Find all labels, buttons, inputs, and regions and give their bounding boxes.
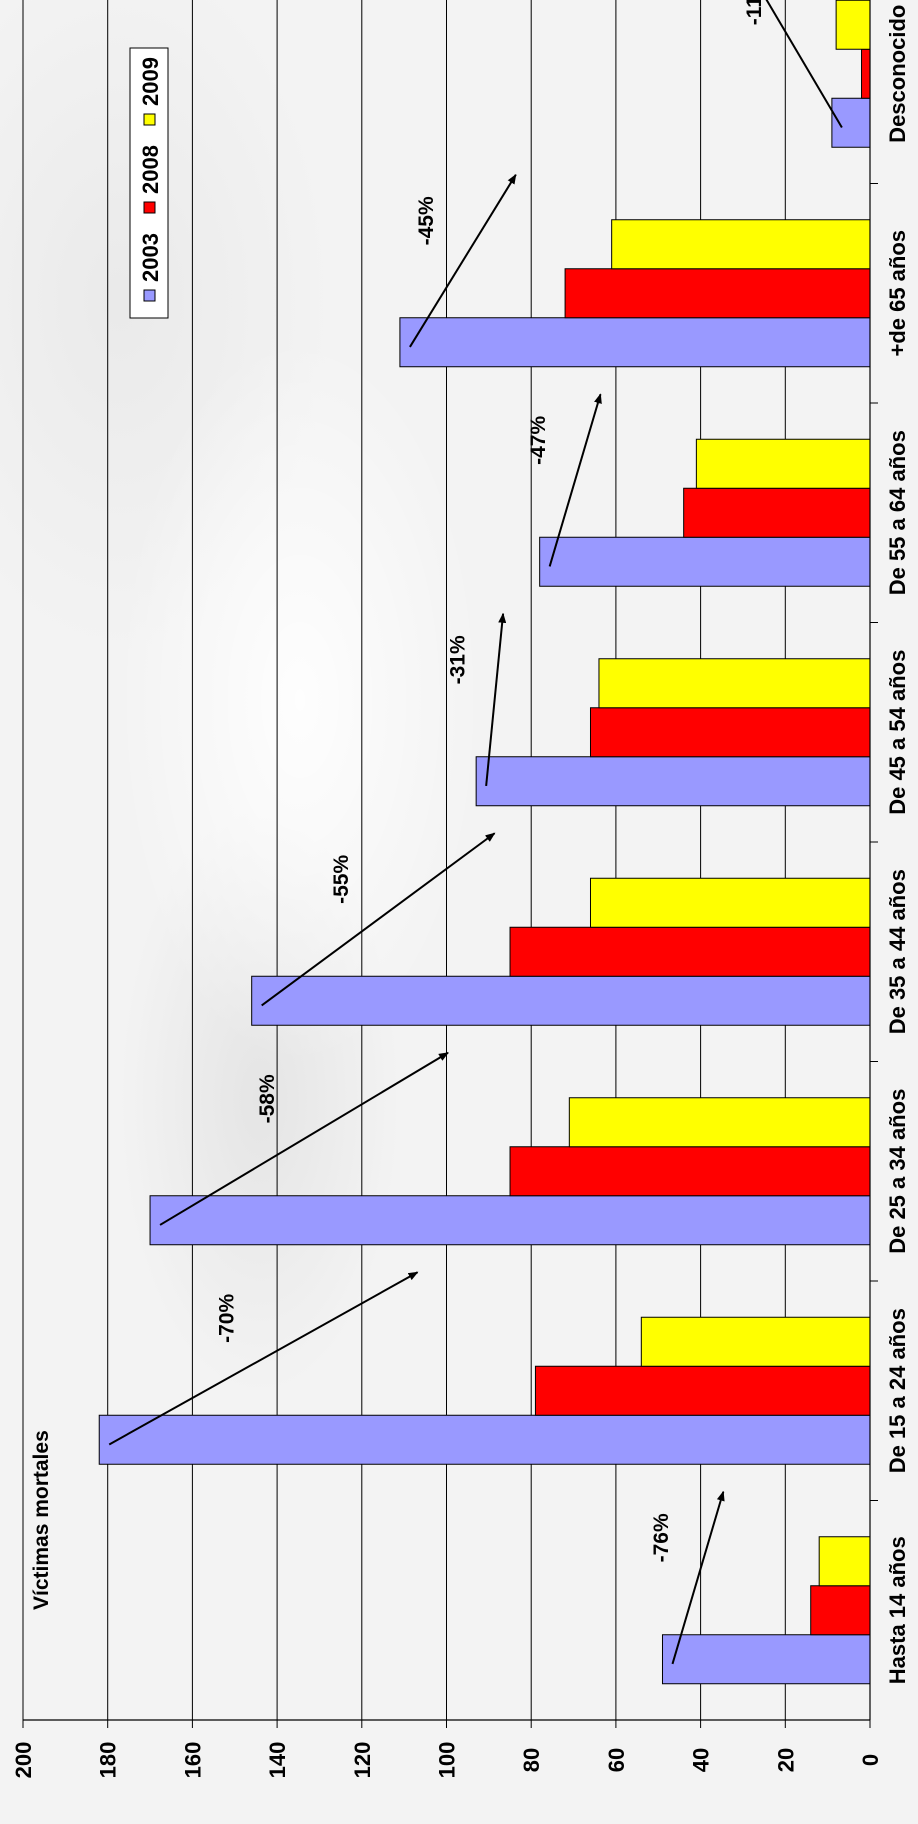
value-tick-label: 140 <box>265 1742 290 1779</box>
bar-2008 <box>589 707 871 758</box>
bar-2008 <box>534 1365 871 1416</box>
value-tick-label: 120 <box>350 1742 375 1779</box>
bar-2008 <box>564 268 871 319</box>
bar-2003 <box>149 1195 871 1246</box>
change-percent-label: -31% <box>447 635 470 684</box>
bar-2003 <box>661 1634 871 1685</box>
bar-2009 <box>835 0 871 50</box>
category-label: Desconocido <box>885 5 910 143</box>
bar-2003 <box>831 97 871 148</box>
bar-2008 <box>509 1146 871 1197</box>
change-percent-label: -70% <box>215 1294 238 1343</box>
category-label: De 25 a 34 años <box>885 1089 910 1254</box>
value-tick-label: 40 <box>689 1748 714 1772</box>
change-percent-label: -47% <box>527 416 550 465</box>
bar-2008 <box>810 1585 871 1636</box>
legend-box <box>129 47 169 319</box>
change-percent-label: -55% <box>330 855 353 904</box>
change-arrow <box>261 832 496 1007</box>
bar-2003 <box>251 975 871 1026</box>
change-arrow <box>108 1271 419 1446</box>
bar-2003 <box>475 756 871 807</box>
change-percent-label: -58% <box>256 1074 279 1123</box>
value-tick-label: 200 <box>11 1742 36 1779</box>
value-tick-label: 100 <box>435 1742 460 1779</box>
legend-label-2009: 2009 <box>138 57 163 106</box>
change-percent-label: -76% <box>650 1513 673 1562</box>
change-percent-label: -11% <box>743 0 766 25</box>
category-label: De 35 a 44 años <box>885 869 910 1034</box>
bar-2003 <box>539 536 871 587</box>
value-tick-label: 160 <box>180 1742 205 1779</box>
legend-swatch-2003 <box>143 289 156 302</box>
bars <box>98 0 871 1685</box>
change-arrow <box>671 1490 725 1665</box>
change-arrow <box>548 393 602 567</box>
annotations: -76% -70% -58% -55% -31% -47% -45% -11% <box>108 0 843 1665</box>
bar-2008 <box>861 48 871 99</box>
bar-2009 <box>589 877 871 928</box>
value-tick-label: 60 <box>604 1748 629 1772</box>
y-axis-label: Víctimas mortales <box>30 1430 53 1610</box>
legend-swatch-2008 <box>143 201 156 214</box>
category-label: De 45 a 54 años <box>885 650 910 815</box>
axes: 0 20 40 60 80 100 120 140 160 180 200 Hasta 14 años… <box>11 0 910 1778</box>
category-label: De 15 a 24 años <box>885 1308 910 1473</box>
bar-2009 <box>695 438 871 489</box>
bar-2009 <box>598 658 871 709</box>
legend: 2003 2008 2009 <box>129 47 169 319</box>
bar-2009 <box>568 1097 871 1148</box>
value-tick-label: 20 <box>773 1748 798 1772</box>
category-label: +de 65 años <box>885 230 910 357</box>
category-label: Hasta 14 años <box>885 1536 910 1684</box>
category-label: De 55 a 64 años <box>885 430 910 595</box>
bar-2008 <box>509 926 871 977</box>
value-tick-label: 80 <box>519 1748 544 1772</box>
bar-2009 <box>818 1536 871 1587</box>
change-arrow <box>765 0 843 128</box>
value-tick-label: 0 <box>858 1754 883 1766</box>
legend-swatch-2009 <box>143 113 156 126</box>
bar-2003 <box>98 1414 871 1465</box>
change-arrow <box>485 612 507 787</box>
bar-2009 <box>640 1316 871 1367</box>
change-arrow <box>409 173 517 348</box>
bar-2003 <box>399 317 871 368</box>
legend-label-2003: 2003 <box>138 233 163 282</box>
change-arrow <box>159 1051 449 1226</box>
bar-2008 <box>683 487 871 538</box>
change-percent-label: -45% <box>415 196 438 245</box>
bar-2009 <box>611 219 871 270</box>
value-tick-label: 180 <box>96 1742 121 1779</box>
legend-label-2008: 2008 <box>138 145 163 194</box>
